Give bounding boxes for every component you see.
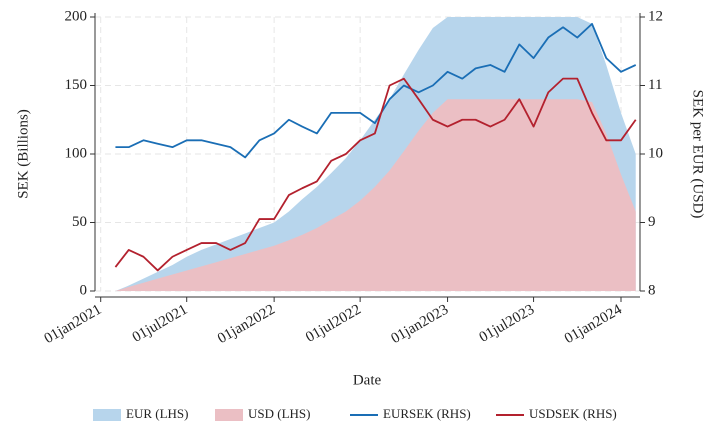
y-tick-label: 50 bbox=[72, 214, 87, 230]
legend-swatch bbox=[215, 409, 243, 421]
line bbox=[114, 77, 637, 272]
y-tick-label: 100 bbox=[65, 145, 88, 161]
legend-label: USD (LHS) bbox=[248, 406, 310, 421]
legend-label: EURSEK (RHS) bbox=[383, 406, 471, 421]
x-axis-label: Date bbox=[353, 372, 382, 388]
legend-swatch bbox=[93, 409, 121, 421]
legend-label: EUR (LHS) bbox=[126, 406, 188, 421]
y2-tick-label: 10 bbox=[648, 145, 663, 161]
y-tick-label: 150 bbox=[65, 77, 88, 93]
y-axis-label: SEK (Billions) bbox=[15, 109, 31, 199]
legend-label: USDSEK (RHS) bbox=[529, 406, 617, 421]
line bbox=[115, 22, 637, 159]
y-tick-label: 0 bbox=[80, 282, 88, 298]
y2-tick-label: 12 bbox=[648, 8, 663, 24]
y2-tick-label: 11 bbox=[648, 77, 662, 93]
y2-tick-label: 8 bbox=[648, 282, 656, 298]
area bbox=[115, 99, 636, 291]
y2-axis-label: SEK per EUR (USD) bbox=[690, 90, 706, 219]
y2-tick-label: 9 bbox=[648, 214, 656, 230]
y-tick-label: 200 bbox=[65, 8, 88, 24]
